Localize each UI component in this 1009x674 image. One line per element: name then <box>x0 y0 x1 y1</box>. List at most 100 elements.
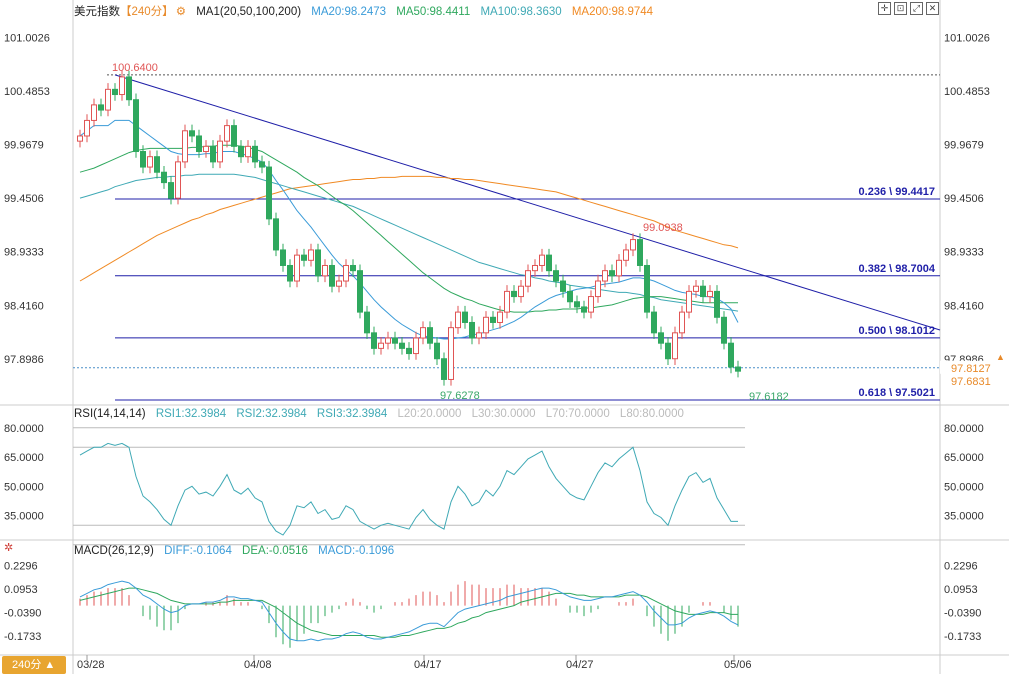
rsi2-value: RSI2:32.3984 <box>236 408 307 420</box>
candle-body <box>392 337 398 344</box>
rsi-tick-right: 80.0000 <box>944 423 984 435</box>
candle-body <box>602 270 608 282</box>
period-button[interactable]: 240分 ▲ <box>2 656 66 674</box>
date-label: 04/08 <box>244 659 272 671</box>
fit-icon[interactable]: ⊡ <box>894 2 907 15</box>
price-tick-left: 99.4506 <box>4 193 44 205</box>
candle-body <box>203 145 209 153</box>
rsi-tick-left: 35.0000 <box>4 511 44 523</box>
fib-level-label: 0.618 \ 97.5021 <box>859 387 935 399</box>
candle-body <box>196 135 202 153</box>
candle-body <box>329 264 335 287</box>
macd-indicator-icon[interactable]: ✲ <box>4 542 14 554</box>
candle-body <box>483 316 489 334</box>
macd-label: MACD(26,12,9) <box>74 545 154 557</box>
candle-body <box>518 285 524 298</box>
candle-body <box>315 249 321 277</box>
ma-label: MA1(20,50,100,200) <box>196 6 302 18</box>
candle-body <box>707 290 713 298</box>
fib-level-label: 0.236 \ 99.4417 <box>859 186 935 198</box>
candle-body <box>427 327 433 344</box>
candle-body <box>448 327 454 380</box>
candle-body <box>112 88 118 96</box>
candle-body <box>413 337 419 355</box>
candle-body <box>441 358 447 380</box>
candle-body <box>497 311 503 323</box>
up-arrow-icon: ▲ <box>996 352 1005 362</box>
rsi-tick-left: 50.0000 <box>4 481 44 493</box>
candle-body <box>560 280 566 292</box>
price-tick-right: 101.0026 <box>944 32 990 44</box>
candle-body <box>161 171 167 184</box>
extreme-price-label: 100.6400 <box>112 62 158 74</box>
chart-toolbar: ✛ ⊡ ⤢ ✕ <box>878 2 939 15</box>
candle-body <box>371 332 377 349</box>
macd-tick-right: 0.0953 <box>944 584 978 596</box>
close-icon[interactable]: ✕ <box>926 2 939 15</box>
period-label[interactable]: 【240分】 <box>120 6 174 18</box>
candle-body <box>721 316 727 344</box>
candle-body <box>140 151 146 168</box>
candle-body <box>672 332 678 360</box>
candle-body <box>77 135 83 142</box>
rsi-tick-left: 65.0000 <box>4 452 44 464</box>
price-tick-left: 99.9679 <box>4 139 44 151</box>
ma20-line <box>79 119 739 340</box>
price-tick-right: 99.4506 <box>944 193 984 205</box>
candle-body <box>336 280 342 287</box>
price-tick-left: 98.9333 <box>4 247 44 259</box>
candle-body <box>364 311 370 334</box>
date-label: 04/17 <box>414 659 442 671</box>
ma200-value: MA200:98.9744 <box>571 6 654 18</box>
candle-body <box>287 264 293 282</box>
macd-tick-left: 0.0953 <box>4 584 38 596</box>
price-tick-right: 100.4853 <box>944 86 990 98</box>
rsi-label: RSI(14,14,14) <box>74 408 146 420</box>
candle-body <box>273 218 279 251</box>
rsi-tick-right: 65.0000 <box>944 452 984 464</box>
ma50-line <box>79 144 738 313</box>
candle-body <box>469 321 475 339</box>
price-tick-left: 98.4160 <box>4 300 44 312</box>
candle-body <box>217 140 223 163</box>
rsi-l20: L20:20.0000 <box>397 408 462 420</box>
settings-icon[interactable]: ⚙ <box>175 6 186 18</box>
candle-body <box>595 280 601 298</box>
candle-body <box>147 156 153 168</box>
macd-tick-left: -0.0390 <box>4 607 41 619</box>
downtrend-line <box>114 74 941 331</box>
candle-body <box>294 254 300 282</box>
candle-body <box>434 342 440 360</box>
price-tick-left: 100.4853 <box>4 86 50 98</box>
diff-line <box>79 580 739 642</box>
dea-line <box>79 587 738 638</box>
ma20-value: MA20:98.2473 <box>311 6 387 18</box>
ma200-line <box>79 175 739 282</box>
price-tick-left: 97.8986 <box>4 354 44 366</box>
macd-tick-right: 0.2296 <box>944 560 978 572</box>
candle-body <box>84 119 90 137</box>
extreme-price-label: 97.6278 <box>440 390 480 402</box>
candle-body <box>252 145 258 163</box>
candle-body <box>693 285 699 292</box>
expand-icon[interactable]: ⤢ <box>910 2 923 15</box>
diff-value: DIFF:-0.1064 <box>164 545 232 557</box>
candle-body <box>98 104 104 111</box>
rsi1-value: RSI1:32.3984 <box>155 408 227 420</box>
ma100-value: MA100:98.3630 <box>480 6 562 18</box>
dea-value: DEA:-0.0516 <box>242 545 308 557</box>
candle-body <box>658 332 664 344</box>
candle-body <box>651 311 657 334</box>
price-tick-right: 98.9333 <box>944 247 984 259</box>
candle-body <box>133 99 139 153</box>
ma50-value: MA50:98.4411 <box>396 6 471 18</box>
candle-body <box>168 182 174 199</box>
candle-body <box>588 296 594 313</box>
crosshair-icon[interactable]: ✛ <box>878 2 891 15</box>
candle-body <box>175 161 181 199</box>
date-label: 05/06 <box>724 659 752 671</box>
last-price-tag: 97.8127 <box>951 363 991 375</box>
fib-level-label: 0.500 \ 98.1012 <box>859 325 935 337</box>
rsi-header: RSI(14,14,14) RSI1:32.3984 RSI2:32.3984 … <box>74 408 691 420</box>
